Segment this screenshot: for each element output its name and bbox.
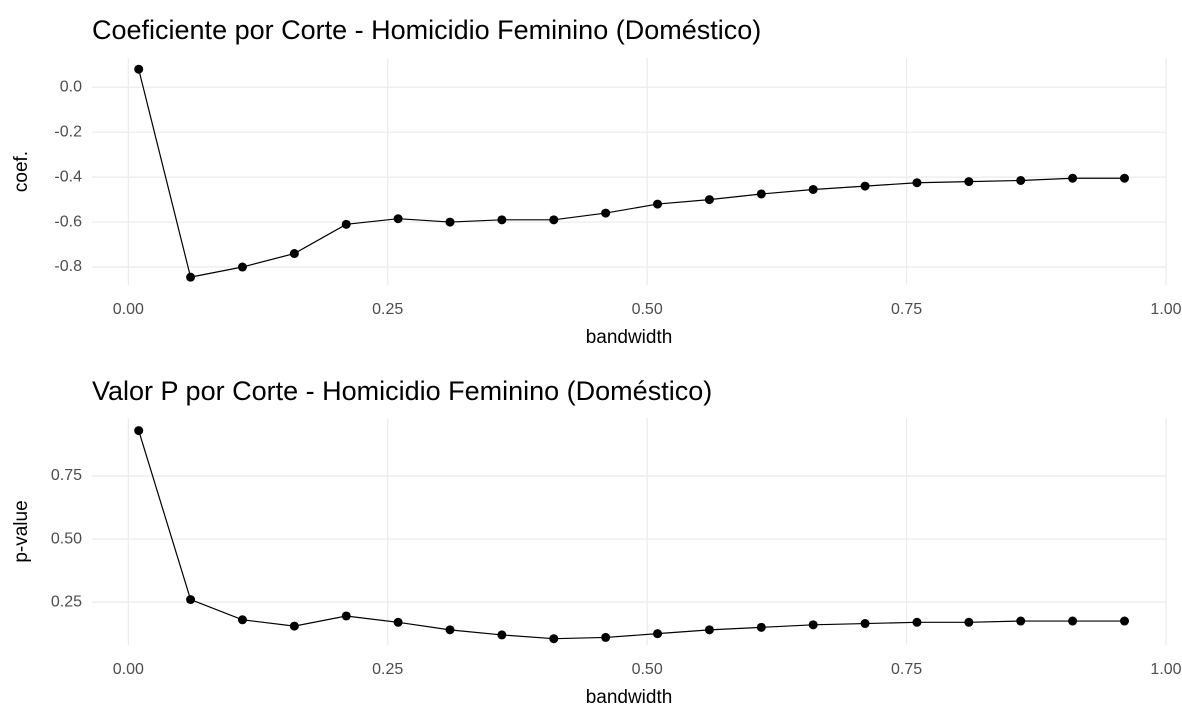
point bbox=[341, 219, 351, 229]
point bbox=[1119, 173, 1129, 183]
y-axis-label: coef. bbox=[11, 151, 32, 192]
y-tick-label: -0.4 bbox=[54, 168, 82, 185]
x-tick-label: 0.50 bbox=[632, 301, 663, 318]
point bbox=[1068, 616, 1078, 626]
point bbox=[756, 189, 766, 199]
x-tick-label: 0.50 bbox=[632, 661, 663, 678]
x-tick-label: 0.75 bbox=[891, 301, 922, 318]
x-tick-label: 1.00 bbox=[1150, 301, 1181, 318]
point bbox=[237, 615, 247, 625]
x-tick-label: 0.00 bbox=[113, 661, 144, 678]
point bbox=[756, 622, 766, 632]
point bbox=[497, 215, 507, 225]
y-tick-label: 0.75 bbox=[51, 467, 82, 484]
point bbox=[912, 617, 922, 627]
x-tick-label: 1.00 bbox=[1150, 661, 1181, 678]
point bbox=[808, 620, 818, 630]
x-axis-label: bandwidth bbox=[586, 327, 673, 348]
point bbox=[808, 184, 818, 194]
x-axis-label: bandwidth bbox=[586, 687, 673, 708]
point bbox=[704, 195, 714, 205]
point bbox=[860, 619, 870, 629]
point bbox=[186, 272, 196, 282]
point bbox=[289, 249, 299, 259]
point bbox=[601, 208, 611, 218]
point bbox=[601, 632, 611, 642]
chart-title: Valor P por Corte - Homicidio Feminino (… bbox=[92, 376, 712, 406]
point bbox=[393, 617, 403, 627]
point bbox=[653, 199, 663, 209]
point bbox=[704, 625, 714, 635]
point bbox=[445, 217, 455, 227]
line bbox=[138, 430, 1125, 640]
point bbox=[653, 629, 663, 639]
point bbox=[445, 625, 455, 635]
point bbox=[912, 178, 922, 188]
x-tick-label: 0.25 bbox=[372, 301, 403, 318]
x-tick-label: 0.00 bbox=[113, 301, 144, 318]
point bbox=[1119, 616, 1129, 626]
point bbox=[964, 177, 974, 187]
y-tick-label: -0.6 bbox=[54, 213, 82, 230]
point bbox=[341, 611, 351, 621]
y-tick-label: 0.50 bbox=[51, 530, 82, 547]
point bbox=[289, 621, 299, 631]
point bbox=[186, 595, 196, 605]
y-tick-label: -0.8 bbox=[54, 258, 82, 275]
chart-title: Coeficiente por Corte - Homicidio Femini… bbox=[92, 15, 761, 45]
point bbox=[860, 181, 870, 191]
point bbox=[1016, 175, 1026, 185]
point bbox=[549, 634, 559, 644]
point bbox=[549, 215, 559, 225]
x-tick-label: 0.25 bbox=[372, 661, 403, 678]
y-tick-label: 0.25 bbox=[51, 593, 82, 610]
point bbox=[964, 617, 974, 627]
point bbox=[134, 64, 144, 74]
y-tick-label: 0.0 bbox=[60, 78, 82, 95]
point bbox=[393, 214, 403, 224]
x-tick-label: 0.75 bbox=[891, 661, 922, 678]
point bbox=[1016, 616, 1026, 626]
point bbox=[497, 630, 507, 640]
point bbox=[237, 262, 247, 272]
y-axis-label: p-value bbox=[11, 500, 32, 562]
point bbox=[1068, 173, 1078, 183]
y-tick-label: -0.2 bbox=[54, 123, 82, 140]
point bbox=[134, 426, 144, 436]
line bbox=[138, 69, 1125, 278]
